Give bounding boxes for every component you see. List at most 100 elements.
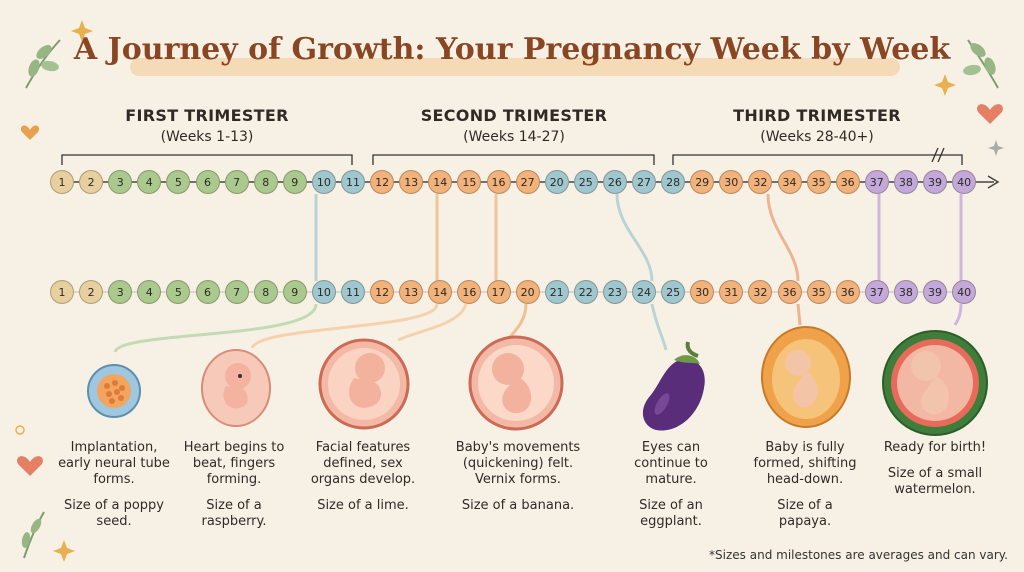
week-node: 9 <box>282 280 307 304</box>
week-node: 40 <box>952 280 977 304</box>
week-node: 2 <box>79 280 104 304</box>
milestone-wk32: Baby is fully formed, shifting head-down… <box>750 440 860 530</box>
week-node: 28 <box>661 170 686 194</box>
bracket-second <box>372 154 655 165</box>
week-node: 32 <box>748 170 773 194</box>
week-node: 36 <box>835 280 860 304</box>
milestone-wk8: Heart begins to beat, fingers forming. S… <box>176 440 292 530</box>
milestone-size: Size of a raspberry. <box>201 498 267 529</box>
week-node: 16 <box>486 170 511 194</box>
week-node: 35 <box>806 280 831 304</box>
milestone-size: Size of a banana. <box>461 498 575 513</box>
week-node: 38 <box>893 170 918 194</box>
week-node: 11 <box>341 170 365 194</box>
milestone-desc: Eyes can continue to mature. <box>634 440 708 487</box>
curve-raspberry <box>250 303 439 349</box>
week-node: 11 <box>341 280 365 304</box>
papaya-icon <box>761 326 851 428</box>
week-node: 14 <box>428 170 453 194</box>
week-node: 17 <box>486 280 511 304</box>
heart-icon <box>20 125 40 140</box>
week-node: 23 <box>602 280 627 304</box>
curve-banana <box>508 303 528 338</box>
trimester-third: THIRD TRIMESTER (Weeks 28-40+) <box>697 106 937 145</box>
week-node: 31 <box>719 280 744 304</box>
curve-eggplant <box>650 303 668 351</box>
milestone-size: Size of a lime. <box>317 498 409 513</box>
connector-wk32 <box>766 193 800 282</box>
week-node: 27 <box>632 170 656 194</box>
curve-poppy <box>113 303 318 353</box>
star-icon-2 <box>934 74 956 96</box>
trimester-first-weeks: (Weeks 1-13) <box>160 129 254 145</box>
week-node: 9 <box>282 170 307 194</box>
week-node: 1 <box>50 170 74 194</box>
trimester-second-weeks: (Weeks 14-27) <box>463 129 565 145</box>
curve-lime <box>397 303 468 342</box>
leaf-sprig-icon-bottom <box>21 511 45 559</box>
week-node: 24 <box>632 280 656 304</box>
dot-icon <box>15 425 25 435</box>
page-title: A Journey of Growth: Your Pregnancy Week… <box>73 32 951 67</box>
connector-wk26 <box>615 193 654 282</box>
week-node: 10 <box>311 280 336 304</box>
week-node: 3 <box>108 170 133 194</box>
week-node: 25 <box>661 280 686 304</box>
week-node: 38 <box>893 280 918 304</box>
week-node: 6 <box>195 170 220 194</box>
milestone-size: Size of a poppy seed. <box>64 498 164 529</box>
trimester-third-name: THIRD TRIMESTER <box>733 106 901 125</box>
milestone-wk40: Ready for birth! Size of a small waterme… <box>876 440 994 498</box>
week-node: 20 <box>515 280 540 304</box>
milestone-size: Size of a papaya. <box>777 498 833 529</box>
week-node: 2 <box>79 170 104 194</box>
week-node: 10 <box>311 170 336 194</box>
star-icon-3 <box>53 540 75 562</box>
milestone-desc: Ready for birth! <box>883 440 987 455</box>
week-node: 14 <box>428 280 453 304</box>
week-node: 21 <box>544 280 569 304</box>
week-node: 4 <box>137 170 162 194</box>
curve-papaya <box>796 303 802 326</box>
milestone-wk28: Eyes can continue to mature. Size of an … <box>612 440 730 530</box>
week-node: 1 <box>50 280 74 304</box>
trimester-second: SECOND TRIMESTER (Weeks 14-27) <box>394 106 634 145</box>
heart-icon-3 <box>17 456 43 476</box>
leaf-sprig-icon-right <box>963 39 999 89</box>
title-highlight <box>130 58 900 76</box>
week-node: 35 <box>806 170 831 194</box>
week-node: 8 <box>253 280 278 304</box>
week-node: 29 <box>690 170 715 194</box>
curve-watermelon <box>953 303 963 326</box>
milestone-size: Size of a small watermelon. <box>887 466 983 497</box>
milestone-desc: Baby is fully formed, shifting head-down… <box>753 440 857 487</box>
week-node: 13 <box>399 280 424 304</box>
heart-icon-2 <box>977 104 1003 124</box>
week-node: 39 <box>923 170 947 194</box>
trimester-third-weeks: (Weeks 28-40+) <box>760 129 874 145</box>
week-node: 4 <box>137 280 162 304</box>
watermelon-icon <box>882 330 988 436</box>
milestone-wk4: Implantation, early neural tube forms. S… <box>58 440 170 530</box>
week-node: 32 <box>748 280 773 304</box>
week-node: 36 <box>835 170 860 194</box>
milestone-wk12: Facial features defined, sex organs deve… <box>300 440 426 514</box>
milestone-desc: Baby's movements (quickening) felt. Vern… <box>455 440 581 487</box>
fetus-banana-icon <box>468 335 564 431</box>
poppy-seed-icon <box>87 364 141 418</box>
week-node: 26 <box>602 170 627 194</box>
week-node: 20 <box>544 170 569 194</box>
week-node: 12 <box>370 170 395 194</box>
week-node: 34 <box>777 170 802 194</box>
trimester-second-name: SECOND TRIMESTER <box>420 106 608 125</box>
week-node: 16 <box>457 280 482 304</box>
week-node: 37 <box>864 170 889 194</box>
week-node: 12 <box>370 280 395 304</box>
week-node: 5 <box>166 280 191 304</box>
week-node: 15 <box>457 170 482 194</box>
milestone-desc: Implantation, early neural tube forms. <box>58 440 170 487</box>
milestone-wk20: Baby's movements (quickening) felt. Vern… <box>450 440 586 514</box>
week-node: 27 <box>515 170 540 194</box>
week-node: 30 <box>719 170 744 194</box>
